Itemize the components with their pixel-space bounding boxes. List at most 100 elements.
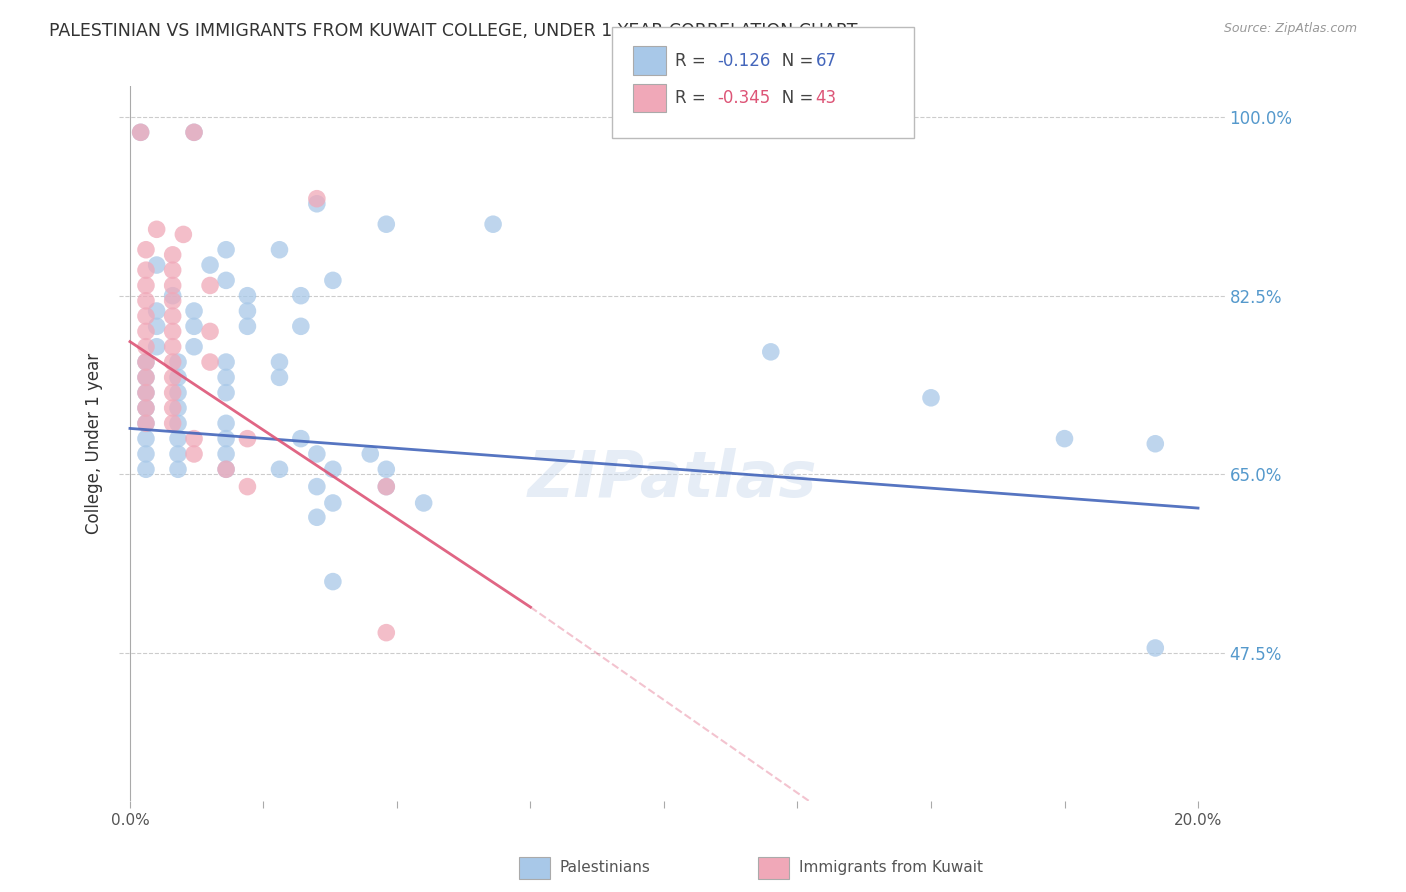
Point bbox=[135, 355, 157, 369]
Point bbox=[162, 309, 184, 323]
Point bbox=[162, 248, 184, 262]
Point bbox=[236, 319, 259, 334]
Point bbox=[1053, 432, 1076, 446]
Text: -0.126: -0.126 bbox=[717, 52, 770, 70]
Point bbox=[198, 355, 221, 369]
Point bbox=[172, 227, 194, 242]
Point bbox=[215, 462, 238, 476]
Point bbox=[167, 401, 190, 415]
Point bbox=[135, 243, 157, 257]
Point bbox=[129, 125, 152, 139]
Point bbox=[322, 574, 344, 589]
Point bbox=[135, 432, 157, 446]
Point bbox=[162, 355, 184, 369]
Point bbox=[135, 417, 157, 431]
Point bbox=[135, 340, 157, 354]
Point bbox=[322, 496, 344, 510]
Point bbox=[183, 125, 205, 139]
Point bbox=[183, 447, 205, 461]
Point bbox=[305, 196, 328, 211]
Point bbox=[167, 370, 190, 384]
Point bbox=[135, 401, 157, 415]
Point bbox=[269, 355, 291, 369]
Point bbox=[162, 385, 184, 400]
Point bbox=[236, 304, 259, 318]
Point bbox=[305, 480, 328, 494]
Point bbox=[135, 370, 157, 384]
Point bbox=[269, 462, 291, 476]
Point bbox=[290, 288, 312, 302]
Y-axis label: College, Under 1 year: College, Under 1 year bbox=[86, 353, 103, 534]
Point bbox=[215, 462, 238, 476]
Point bbox=[167, 355, 190, 369]
Text: Palestinians: Palestinians bbox=[560, 860, 651, 874]
Text: ZIPatlas: ZIPatlas bbox=[527, 449, 817, 510]
Point bbox=[236, 480, 259, 494]
Point bbox=[290, 432, 312, 446]
Point bbox=[305, 510, 328, 524]
Point bbox=[167, 462, 190, 476]
Point bbox=[183, 432, 205, 446]
Text: 43: 43 bbox=[815, 89, 837, 107]
Point bbox=[135, 278, 157, 293]
Point bbox=[162, 263, 184, 277]
Point bbox=[269, 370, 291, 384]
Point bbox=[162, 340, 184, 354]
Point bbox=[135, 293, 157, 308]
Point bbox=[135, 462, 157, 476]
Point bbox=[162, 325, 184, 339]
Point bbox=[412, 496, 434, 510]
Point bbox=[269, 243, 291, 257]
Point bbox=[135, 447, 157, 461]
Point bbox=[167, 385, 190, 400]
Point bbox=[359, 447, 381, 461]
Point bbox=[183, 304, 205, 318]
Point bbox=[920, 391, 942, 405]
Point bbox=[145, 304, 167, 318]
Text: R =: R = bbox=[675, 52, 711, 70]
Point bbox=[482, 217, 505, 231]
Point bbox=[135, 370, 157, 384]
Point bbox=[375, 462, 398, 476]
Point bbox=[167, 432, 190, 446]
Text: N =: N = bbox=[766, 52, 818, 70]
Point bbox=[305, 192, 328, 206]
Text: N =: N = bbox=[766, 89, 818, 107]
Point bbox=[135, 325, 157, 339]
Point bbox=[145, 258, 167, 272]
Point bbox=[162, 293, 184, 308]
Point bbox=[215, 447, 238, 461]
Point bbox=[215, 273, 238, 287]
Point bbox=[183, 125, 205, 139]
Point bbox=[135, 385, 157, 400]
Point bbox=[135, 355, 157, 369]
Text: Immigrants from Kuwait: Immigrants from Kuwait bbox=[799, 860, 983, 874]
Point bbox=[290, 319, 312, 334]
Point bbox=[236, 288, 259, 302]
Point bbox=[183, 319, 205, 334]
Point bbox=[198, 258, 221, 272]
Point bbox=[322, 462, 344, 476]
Point bbox=[215, 355, 238, 369]
Text: R =: R = bbox=[675, 89, 711, 107]
Text: -0.345: -0.345 bbox=[717, 89, 770, 107]
Point bbox=[215, 370, 238, 384]
Point bbox=[375, 625, 398, 640]
Text: Source: ZipAtlas.com: Source: ZipAtlas.com bbox=[1223, 22, 1357, 36]
Point bbox=[135, 263, 157, 277]
Point bbox=[162, 278, 184, 293]
Point bbox=[236, 432, 259, 446]
Point bbox=[135, 309, 157, 323]
Point bbox=[375, 217, 398, 231]
Point bbox=[162, 401, 184, 415]
Point bbox=[145, 319, 167, 334]
Point bbox=[375, 480, 398, 494]
Point bbox=[322, 273, 344, 287]
Point bbox=[198, 325, 221, 339]
Point bbox=[215, 385, 238, 400]
Text: PALESTINIAN VS IMMIGRANTS FROM KUWAIT COLLEGE, UNDER 1 YEAR CORRELATION CHART: PALESTINIAN VS IMMIGRANTS FROM KUWAIT CO… bbox=[49, 22, 858, 40]
Point bbox=[1144, 436, 1167, 450]
Point bbox=[162, 370, 184, 384]
Point bbox=[162, 417, 184, 431]
Point bbox=[145, 222, 167, 236]
